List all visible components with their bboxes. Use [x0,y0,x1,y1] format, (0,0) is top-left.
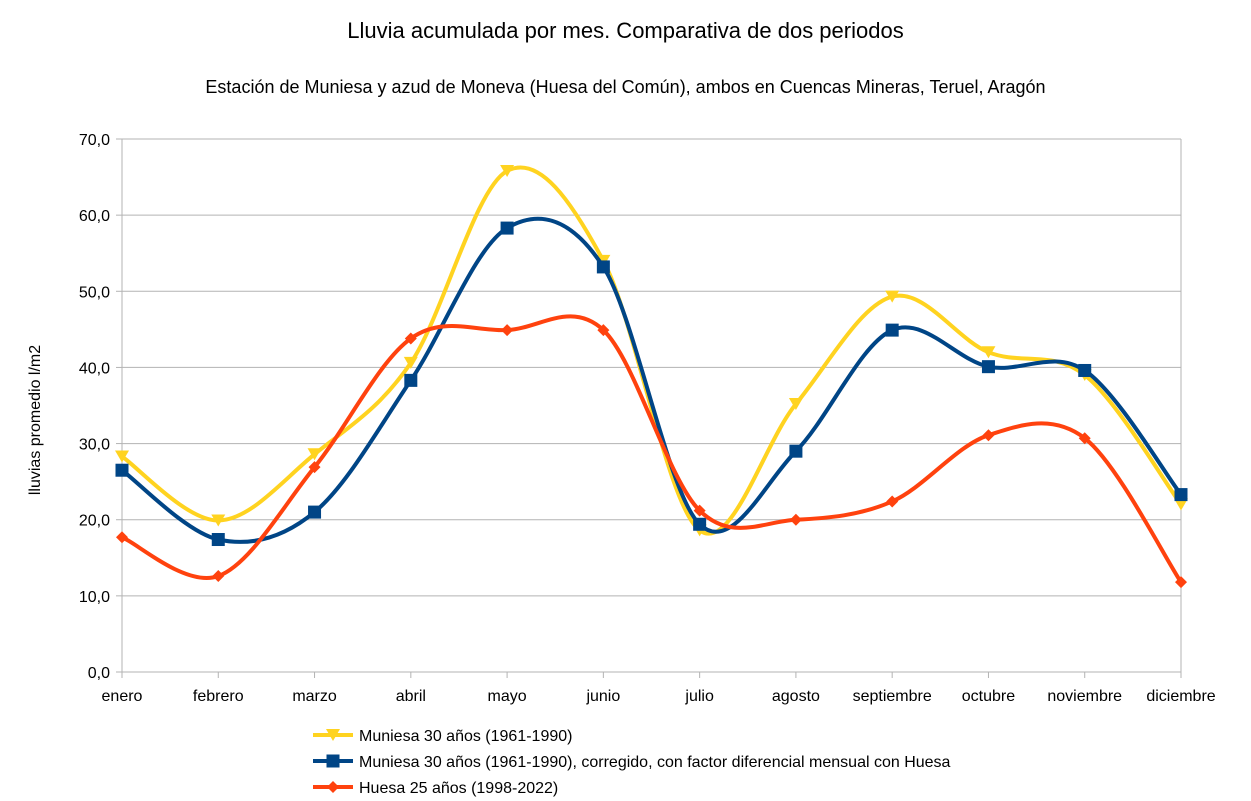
data-point-huesa-octubre [982,429,995,442]
legend-item-muniesa-corregido: Muniesa 30 años (1961-1990), corregido, … [313,754,951,771]
x-tick-label: julio [684,688,714,705]
data-point-muniesa-mayo [500,164,515,177]
chart-subtitle: Estación de Muniesa y azud de Moneva (Hu… [205,77,1046,97]
data-point-huesa-diciembre [1175,576,1187,589]
data-point-huesa-abril [404,332,417,345]
legend: Muniesa 30 años (1961-1990) Muniesa 30 añ… [313,728,951,797]
chart-title: Lluvia acumulada por mes. Comparativa de… [347,18,904,43]
data-point-huesa-mayo [501,324,514,337]
data-point-muniesa-corregido-agosto [789,444,803,458]
data-point-muniesa-agosto [788,397,803,410]
data-point-muniesa-corregido-diciembre [1174,488,1188,502]
data-point-muniesa-corregido-junio [596,260,610,274]
data-point-muniesa-corregido-marzo [308,505,322,519]
x-tick-label: marzo [292,688,337,705]
data-point-huesa-agosto [789,513,802,526]
data-point-muniesa-octubre [981,346,996,359]
x-tick-label: agosto [772,688,820,705]
data-point-muniesa-marzo [307,448,322,461]
series-huesa [116,314,1187,589]
legend-label: Huesa 25 años (1998-2022) [359,780,558,797]
data-point-muniesa-corregido-enero [115,463,129,477]
y-tick-label: 60,0 [79,208,110,225]
x-tick-label: mayo [488,688,527,705]
y-tick-label: 20,0 [79,513,110,530]
data-point-muniesa-corregido-septiembre [885,323,899,337]
data-point-huesa-junio [597,324,610,337]
x-tick-label: noviembre [1047,688,1122,705]
series-layer [115,164,1188,589]
legend-label: Muniesa 30 años (1961-1990), corregido, … [359,754,951,771]
data-point-muniesa-corregido-mayo [500,221,514,235]
x-tick-label: febrero [193,688,244,705]
series-line-muniesa-corregido [120,216,1183,544]
legend-swatch-marker [326,729,340,741]
y-tick-label: 0,0 [88,665,110,682]
legend-label: Muniesa 30 años (1961-1990) [359,728,572,745]
data-point-muniesa-corregido-julio [693,517,707,531]
x-tick-label: junio [585,688,620,705]
data-point-muniesa-corregido-febrero [211,533,225,547]
legend-swatch-marker [326,754,340,768]
y-tick-label: 30,0 [79,437,110,454]
x-tick-label: octubre [962,688,1015,705]
data-point-huesa-julio [693,504,706,517]
series-line-huesa [120,314,1183,585]
y-tick-label: 70,0 [79,132,110,149]
x-tick-label: septiembre [853,688,932,705]
x-tick-label: enero [102,688,143,705]
legend-item-huesa: Huesa 25 años (1998-2022) [313,780,558,797]
y-tick-label: 10,0 [79,589,110,606]
x-tick-label: diciembre [1146,688,1215,705]
data-point-muniesa-septiembre [885,290,900,303]
axes: 0,0 10,0 20,0 30,0 40,0 50,0 60,0 70,0 enero febr… [79,132,1216,705]
data-point-huesa-septiembre [886,495,899,508]
legend-swatch-marker [327,781,339,793]
data-point-muniesa-corregido-noviembre [1078,363,1092,377]
series-muniesa-corregido [115,216,1188,547]
y-axis-title: lluvias promedio l/m2 [27,345,44,495]
x-tick-label: abril [396,688,426,705]
legend-item-muniesa: Muniesa 30 años (1961-1990) [313,728,572,745]
data-point-muniesa-febrero [211,514,226,527]
y-tick-label: 50,0 [79,284,110,301]
series-muniesa [115,164,1188,537]
data-point-muniesa-diciembre [1174,498,1188,511]
y-tick-label: 40,0 [79,360,110,377]
data-point-huesa-marzo [308,461,321,474]
data-point-muniesa-abril [403,356,418,369]
data-point-muniesa-corregido-octubre [981,360,995,374]
series-line-muniesa [120,165,1183,536]
data-point-huesa-noviembre [1078,432,1091,445]
data-point-huesa-febrero [212,570,225,583]
data-point-huesa-enero [116,531,128,544]
data-point-muniesa-enero [115,450,129,463]
data-point-muniesa-corregido-abril [404,373,418,387]
